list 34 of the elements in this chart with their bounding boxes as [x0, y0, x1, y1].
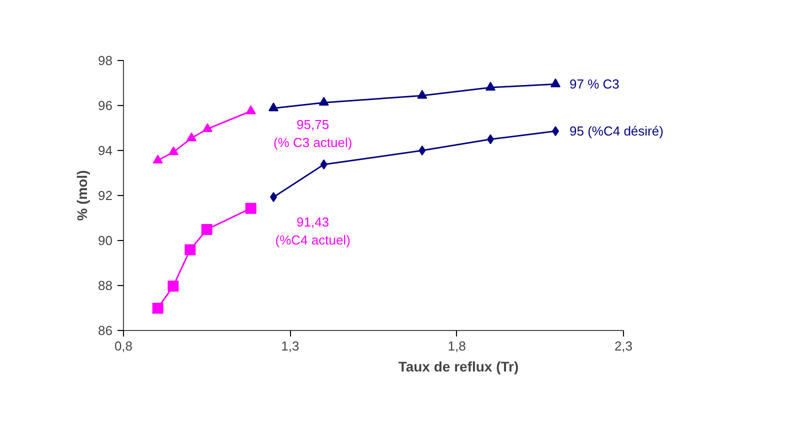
point — [184, 244, 196, 256]
point — [320, 159, 328, 170]
annotation: 91,43 (%C4 actuel) — [275, 214, 350, 248]
point — [152, 302, 164, 314]
point — [318, 96, 329, 106]
annotation: 95,75 (% C3 actuel) — [273, 117, 352, 150]
x-axis-title: Taux de reflux (Tr) — [398, 358, 519, 374]
x-tick-label: 1,3 — [281, 338, 300, 354]
series-label: 97 % C3 — [570, 76, 620, 92]
point — [246, 105, 256, 114]
point — [168, 280, 179, 292]
point — [550, 78, 560, 88]
point — [268, 102, 278, 112]
series-label: 95 (%C4 désiré) — [570, 124, 664, 139]
y-tick-label: 96 — [98, 98, 113, 113]
point — [152, 154, 163, 164]
point — [245, 202, 256, 214]
y-tick-label: 86 — [98, 323, 113, 338]
x-tick-label: 1,8 — [448, 338, 466, 354]
point — [417, 90, 428, 99]
point — [486, 82, 496, 91]
y-tick-label: 98 — [98, 53, 113, 68]
x-tick-label: 0,8 — [114, 338, 133, 354]
y-tick-label: 90 — [98, 233, 113, 248]
point — [168, 146, 178, 156]
y-tick-label: 92 — [98, 188, 113, 203]
point — [202, 123, 212, 132]
y-axis-title: % (mol) — [74, 170, 90, 221]
x-tick-label: 2,3 — [614, 338, 633, 354]
y-tick-label: 94 — [98, 143, 113, 158]
point — [418, 146, 426, 156]
point — [186, 132, 196, 142]
point — [201, 224, 212, 235]
y-tick-label: 88 — [98, 278, 113, 293]
